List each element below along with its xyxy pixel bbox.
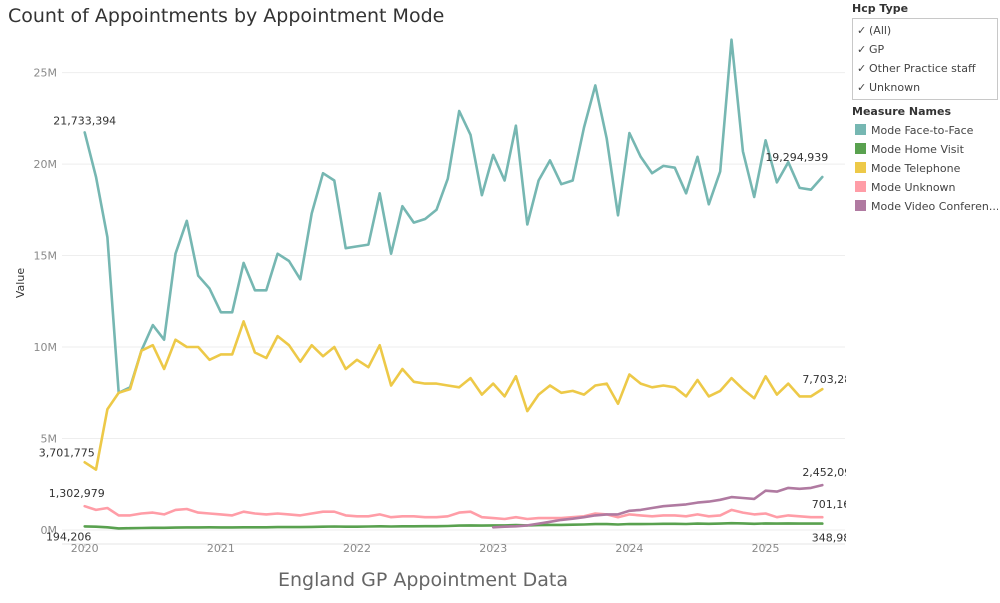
legend-label: Mode Telephone <box>871 162 961 175</box>
data-label: 701,167 <box>812 498 846 511</box>
x-tick-label: 2020 <box>71 542 99 555</box>
data-label: 3,701,775 <box>39 446 95 459</box>
data-label: 194,206 <box>46 530 92 543</box>
legend-item-video-conference[interactable]: Mode Video Conferen... <box>852 197 998 216</box>
x-tick-label: 2025 <box>752 542 780 555</box>
hcp-type-filter: Hcp Type ✓ (All) ✓ GP ✓ Other Practice staf… <box>852 2 998 100</box>
data-label: 348,986 <box>812 532 846 545</box>
series-line-mode-unknown <box>83 504 824 521</box>
legend-label: Mode Face-to-Face <box>871 124 974 137</box>
filter-list: ✓ (All) ✓ GP ✓ Other Practice staff ✓ Unknow… <box>852 18 998 100</box>
x-tick-label: 2021 <box>207 542 235 555</box>
checkmark-icon: ✓ <box>857 62 867 75</box>
y-tick-label: 0M <box>41 524 58 537</box>
checkmark-icon: ✓ <box>857 43 867 56</box>
y-tick-label: 25M <box>34 67 58 80</box>
legend-swatch <box>855 143 866 154</box>
series-line-mode-home-visit <box>83 521 824 530</box>
legend-swatch <box>855 124 866 135</box>
legend-swatch <box>855 162 866 173</box>
data-label: 21,733,394 <box>53 114 116 127</box>
filter-item-label: (All) <box>869 24 892 37</box>
filter-item-label: GP <box>869 43 885 56</box>
legend-swatch <box>855 200 866 211</box>
legend-label: Mode Home Visit <box>871 143 964 156</box>
y-tick-label: 5M <box>41 433 58 446</box>
legend-item-home-visit[interactable]: Mode Home Visit <box>852 140 998 159</box>
filter-item-unknown[interactable]: ✓ Unknown <box>857 78 997 97</box>
filter-item-all[interactable]: ✓ (All) <box>857 21 997 40</box>
x-tick-label: 2024 <box>615 542 643 555</box>
x-tick-label: 2023 <box>479 542 507 555</box>
data-label: 2,452,090 <box>802 466 846 479</box>
y-tick-label: 10M <box>34 341 58 354</box>
y-axis-label: Value <box>14 268 27 298</box>
legend-title: Measure Names <box>852 105 952 118</box>
line-chart: 0M 5M 10M 15M 20M 25M 2020 2021 2022 2023 2024 2025… <box>14 38 846 555</box>
legend-item-telephone[interactable]: Mode Telephone <box>852 159 998 178</box>
chart-title: Count of Appointments by Appointment Mod… <box>8 5 445 27</box>
filter-item-other-practice-staff[interactable]: ✓ Other Practice staff <box>857 59 997 78</box>
series-line-mode-telephone <box>83 320 824 471</box>
legend-label: Mode Unknown <box>871 181 956 194</box>
filter-item-gp[interactable]: ✓ GP <box>857 40 997 59</box>
chart-caption: England GP Appointment Data <box>277 569 568 591</box>
legend-swatch <box>855 181 866 192</box>
legend-item-face-to-face[interactable]: Mode Face-to-Face <box>852 121 998 140</box>
data-label: 7,703,286 <box>802 373 846 386</box>
series-line-mode-face-to-face <box>83 38 824 395</box>
data-label: 1,302,979 <box>49 487 105 500</box>
data-label: 19,294,939 <box>765 151 828 164</box>
filter-item-label: Other Practice staff <box>869 62 976 75</box>
checkmark-icon: ✓ <box>857 24 867 37</box>
y-tick-label: 15M <box>34 250 58 263</box>
checkmark-icon: ✓ <box>857 81 867 94</box>
legend-item-unknown[interactable]: Mode Unknown <box>852 178 998 197</box>
x-tick-label: 2022 <box>343 542 371 555</box>
y-tick-label: 20M <box>34 158 58 171</box>
filter-item-label: Unknown <box>869 81 921 94</box>
legend-label: Mode Video Conferen... <box>871 200 998 213</box>
filter-title: Hcp Type <box>852 2 909 15</box>
series-line-mode-video-conferen <box>491 483 824 529</box>
measure-names-legend: Measure Names Mode Face-to-Face Mode Hom… <box>852 105 998 216</box>
